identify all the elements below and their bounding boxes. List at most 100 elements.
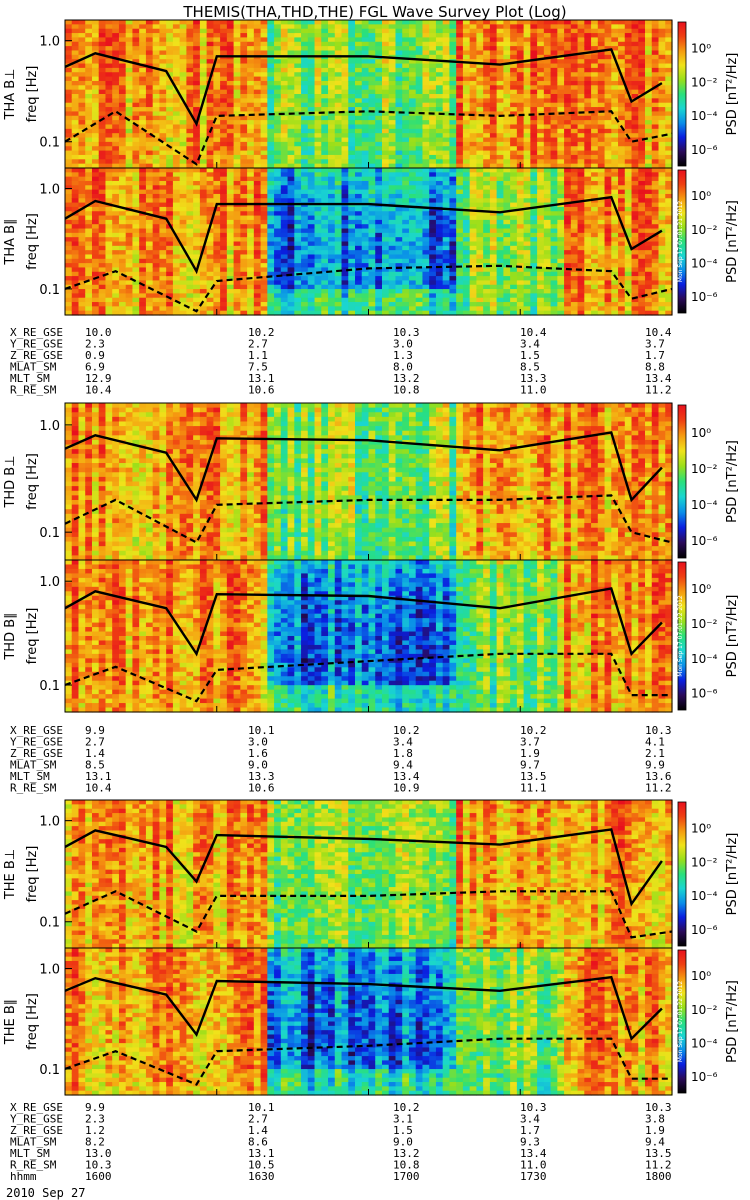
spectrogram-cell [274, 89, 282, 95]
spectrogram-cell [98, 154, 107, 160]
spectrogram-cell [179, 89, 187, 95]
spectrogram-cell [408, 293, 417, 299]
spectrogram-cell [624, 20, 633, 25]
spectrogram-cell [199, 150, 208, 156]
spectrogram-cell [307, 168, 316, 173]
spectrogram-cell [381, 72, 390, 78]
spectrogram-cell [193, 297, 201, 303]
spectrogram-cell [145, 172, 154, 178]
spectrogram-cell [132, 63, 140, 69]
spectrogram-cell [240, 28, 248, 34]
spectrogram-cell [78, 159, 86, 165]
spectrogram-cell [260, 284, 268, 290]
spectrogram-cell [220, 98, 228, 104]
spectrogram-cell [112, 67, 120, 73]
spectrogram-cell [166, 94, 174, 99]
spectrogram-cell [166, 107, 174, 113]
spectrogram-cell [334, 76, 343, 82]
spectrogram-cell [510, 120, 518, 126]
spectrogram-cell [665, 20, 673, 25]
spectrogram-cell [159, 59, 167, 65]
spectrogram-cell [665, 133, 673, 139]
spectrogram-cell [233, 250, 241, 256]
spectrogram-cell [71, 98, 80, 104]
spectrogram-cell [267, 163, 275, 169]
spectrogram-cell [172, 128, 181, 134]
spectrogram-cell [462, 128, 471, 134]
spectrogram-cell [159, 241, 167, 247]
spectrogram-cell [294, 211, 302, 217]
spectrogram-cell [510, 150, 518, 156]
spectrogram-cell [220, 297, 228, 303]
spectrogram-cell [328, 271, 336, 277]
spectrogram-cell [355, 189, 363, 195]
spectrogram-cell [139, 284, 147, 290]
spectrogram-cell [557, 33, 565, 39]
spectrogram-cell [233, 24, 241, 30]
spectrogram-cell [584, 24, 592, 30]
spectrogram-cell [274, 189, 282, 195]
spectrogram-cell [415, 185, 424, 191]
spectrogram-cell [98, 111, 107, 117]
spectrogram-cell [449, 98, 457, 104]
spectrogram-cell [125, 241, 134, 247]
spectrogram-cell [307, 310, 316, 316]
spectrogram-cell [247, 46, 255, 52]
spectrogram-cell [516, 46, 525, 52]
spectrogram-cell [294, 263, 302, 269]
spectrogram-cell [408, 102, 417, 108]
spectrogram-cell [355, 159, 363, 165]
spectrogram-cell [193, 215, 201, 221]
spectrogram-cell [456, 72, 464, 78]
spectrogram-cell [604, 111, 612, 117]
spectrogram-cell [287, 211, 295, 217]
spectrogram-cell [159, 306, 167, 312]
spectrogram-cell [328, 128, 336, 134]
spectrogram-cell [348, 310, 356, 316]
spectrogram-cell [381, 284, 390, 290]
spectrogram-cell [665, 89, 673, 95]
spectrogram-cell [328, 85, 336, 91]
spectrogram-cell [253, 115, 262, 121]
spectrogram-cell [543, 154, 552, 160]
spectrogram-cell [159, 102, 167, 108]
spectrogram-cell [294, 133, 302, 139]
spectrogram-cell [442, 115, 451, 121]
spectrogram-cell [442, 67, 451, 73]
spectrogram-cell [98, 37, 107, 43]
spectrogram-cell [638, 89, 646, 95]
spectrogram-cell [510, 80, 518, 86]
spectrogram-cell [645, 115, 653, 121]
spectrogram-cell [213, 245, 221, 251]
spectrogram-cell [321, 245, 329, 251]
spectrogram-cell [618, 137, 626, 143]
spectrogram-cell [537, 24, 545, 30]
spectrogram-cell [233, 263, 241, 269]
spectrogram-cell [240, 258, 248, 264]
spectrogram-cell [584, 159, 592, 165]
spectrogram-cell [166, 41, 174, 47]
spectrogram-cell [65, 150, 73, 156]
spectrogram-cell [247, 146, 255, 152]
spectrogram-cell [132, 189, 140, 195]
spectrogram-cell [341, 41, 349, 47]
spectrogram-cell [253, 176, 262, 182]
spectrogram-cell [429, 141, 437, 147]
spectrogram-cell [139, 206, 147, 212]
spectrogram-cell [550, 28, 558, 34]
spectrogram-cell [570, 159, 579, 165]
spectrogram-cell [186, 297, 194, 303]
spectrogram-cell [314, 89, 322, 95]
spectrogram-cell [240, 284, 248, 290]
spectrogram-cell [604, 146, 612, 152]
spectrogram-cell [368, 219, 376, 225]
spectrogram-cell [301, 115, 309, 121]
spectrogram-cell [301, 271, 309, 277]
spectrogram-cell [591, 146, 599, 152]
spectrogram-cell [597, 76, 606, 82]
spectrogram-cell [415, 85, 424, 91]
spectrogram-cell [375, 189, 383, 195]
spectrogram-cell [597, 124, 606, 130]
spectrogram-cell [78, 310, 86, 316]
spectrogram-cell [381, 111, 390, 117]
